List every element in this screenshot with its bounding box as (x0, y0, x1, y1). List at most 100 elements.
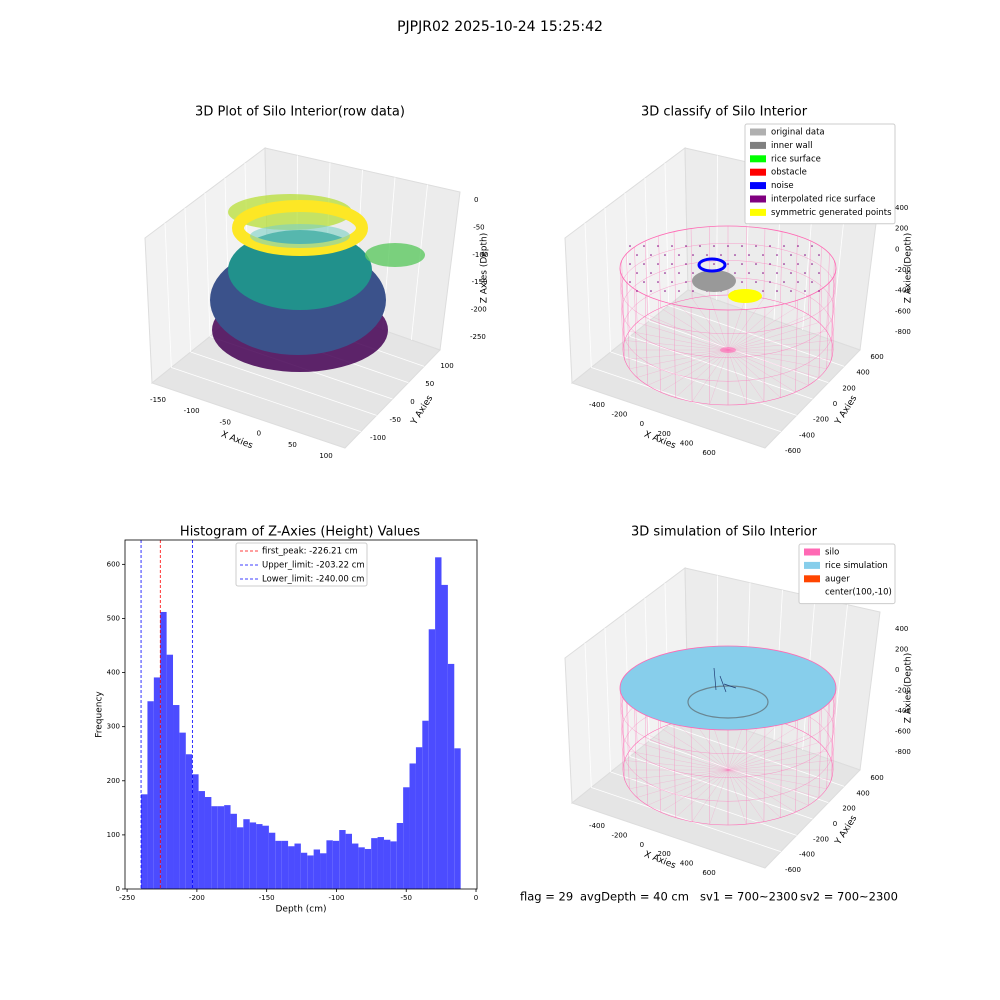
y-tick-label: 0 (116, 885, 120, 893)
y-tick-label: 300 (107, 723, 120, 731)
silo-wire (691, 349, 729, 402)
grid-point (762, 272, 764, 274)
y-tick-label: 100 (107, 831, 120, 839)
z-tick-label: -600 (895, 307, 911, 315)
legend-label: silo (825, 548, 839, 558)
x-tick-label: -200 (189, 894, 205, 902)
z-tick-label: -150 (472, 278, 488, 286)
y-tick-label: 50 (425, 380, 434, 388)
legend-label: rice simulation (825, 561, 888, 571)
silo-wire (727, 769, 781, 818)
grid-point (657, 263, 659, 265)
x-tick-label: 200 (658, 850, 671, 858)
x-tick-label: -200 (611, 411, 627, 419)
z-tick-label: -400 (895, 707, 911, 715)
silo-wire (727, 302, 781, 351)
legend-label: symmetric generated points (771, 208, 892, 218)
legend-label: rice surface (771, 154, 821, 164)
silo-wire (629, 349, 729, 369)
silo-wire (626, 282, 630, 369)
bar (192, 774, 199, 889)
bar (153, 677, 161, 889)
pane-grid (190, 351, 377, 416)
pane-grid (644, 177, 650, 322)
chart-title: 3D classify of Silo Interior (641, 105, 808, 120)
silo-wire (727, 298, 765, 351)
grid-point (741, 263, 743, 265)
z-tick-label: -50 (473, 223, 484, 231)
grid-point (790, 254, 792, 256)
silo-wire (826, 282, 830, 369)
bar (230, 813, 237, 889)
grid-point (776, 290, 778, 292)
z-tick-label: 0 (895, 666, 899, 674)
grid-point (678, 290, 680, 292)
x-tick-label: 0 (640, 841, 644, 849)
legend-swatch (750, 182, 766, 190)
y-tick-label: 400 (107, 669, 120, 677)
x-tick-label: 600 (702, 449, 715, 457)
legend-swatch (804, 575, 820, 583)
silo-wire (831, 695, 835, 780)
bar (211, 806, 218, 889)
silo-top (619, 645, 837, 731)
y-axis-label: Frequency (95, 691, 105, 738)
pane-grid (584, 222, 592, 368)
silo-wire (621, 275, 625, 360)
legend-label: auger (825, 574, 850, 584)
y-tick-label: -50 (390, 416, 401, 424)
silo-wire (621, 260, 625, 341)
silo-wire (675, 769, 729, 818)
silo-wire (637, 769, 729, 798)
suptitle: PJPJR02 2025-10-24 15:25:42 (397, 19, 603, 35)
pane-grid (649, 740, 829, 804)
grid-point (762, 254, 764, 256)
silo-wire (660, 727, 729, 771)
center (720, 347, 736, 353)
grid-point (643, 263, 645, 265)
y-tick-label: 0 (833, 820, 837, 828)
footer-text: flag = 29 (520, 890, 573, 904)
grid-point (643, 281, 645, 283)
bar (147, 701, 154, 889)
grid-point (720, 254, 722, 256)
pane-grid (649, 320, 829, 384)
grid-point (685, 245, 687, 247)
pane-grid (591, 787, 781, 853)
legend-box (798, 543, 896, 605)
x-tick-label: 100 (319, 452, 332, 460)
bar (281, 840, 289, 889)
silo-wire (832, 267, 837, 351)
grid-point (804, 290, 806, 292)
silo-wire (647, 769, 729, 806)
grid-point (678, 272, 680, 274)
grid-point (790, 290, 792, 292)
x-tick-label: -100 (329, 894, 345, 902)
x-tick-label: -400 (589, 822, 605, 830)
grid-point (783, 245, 785, 247)
pane-grid (584, 642, 592, 788)
pane-grid (410, 184, 428, 341)
silo-wire (660, 307, 729, 351)
pane-grid (184, 207, 192, 353)
pane-grid (171, 367, 361, 433)
silo-wire (727, 742, 819, 771)
bar (313, 849, 321, 889)
pane-grid (629, 756, 813, 820)
silo-wire (818, 288, 822, 378)
silo-wire (727, 295, 747, 351)
z-tick-label: -800 (895, 748, 911, 756)
silo-wire (637, 742, 729, 771)
grid-point (755, 281, 757, 283)
grid-point (818, 254, 820, 256)
silo-wire (727, 760, 832, 771)
bar (377, 837, 384, 889)
grid-point (755, 263, 757, 265)
legend-label: first_peak: -226.21 cm (262, 547, 358, 557)
legend-swatch (804, 561, 820, 569)
bar (243, 819, 250, 889)
grid-point (818, 272, 820, 274)
bar (198, 791, 205, 889)
legend-label: obstacle (771, 168, 807, 178)
x-tick-label: 0 (640, 420, 644, 428)
